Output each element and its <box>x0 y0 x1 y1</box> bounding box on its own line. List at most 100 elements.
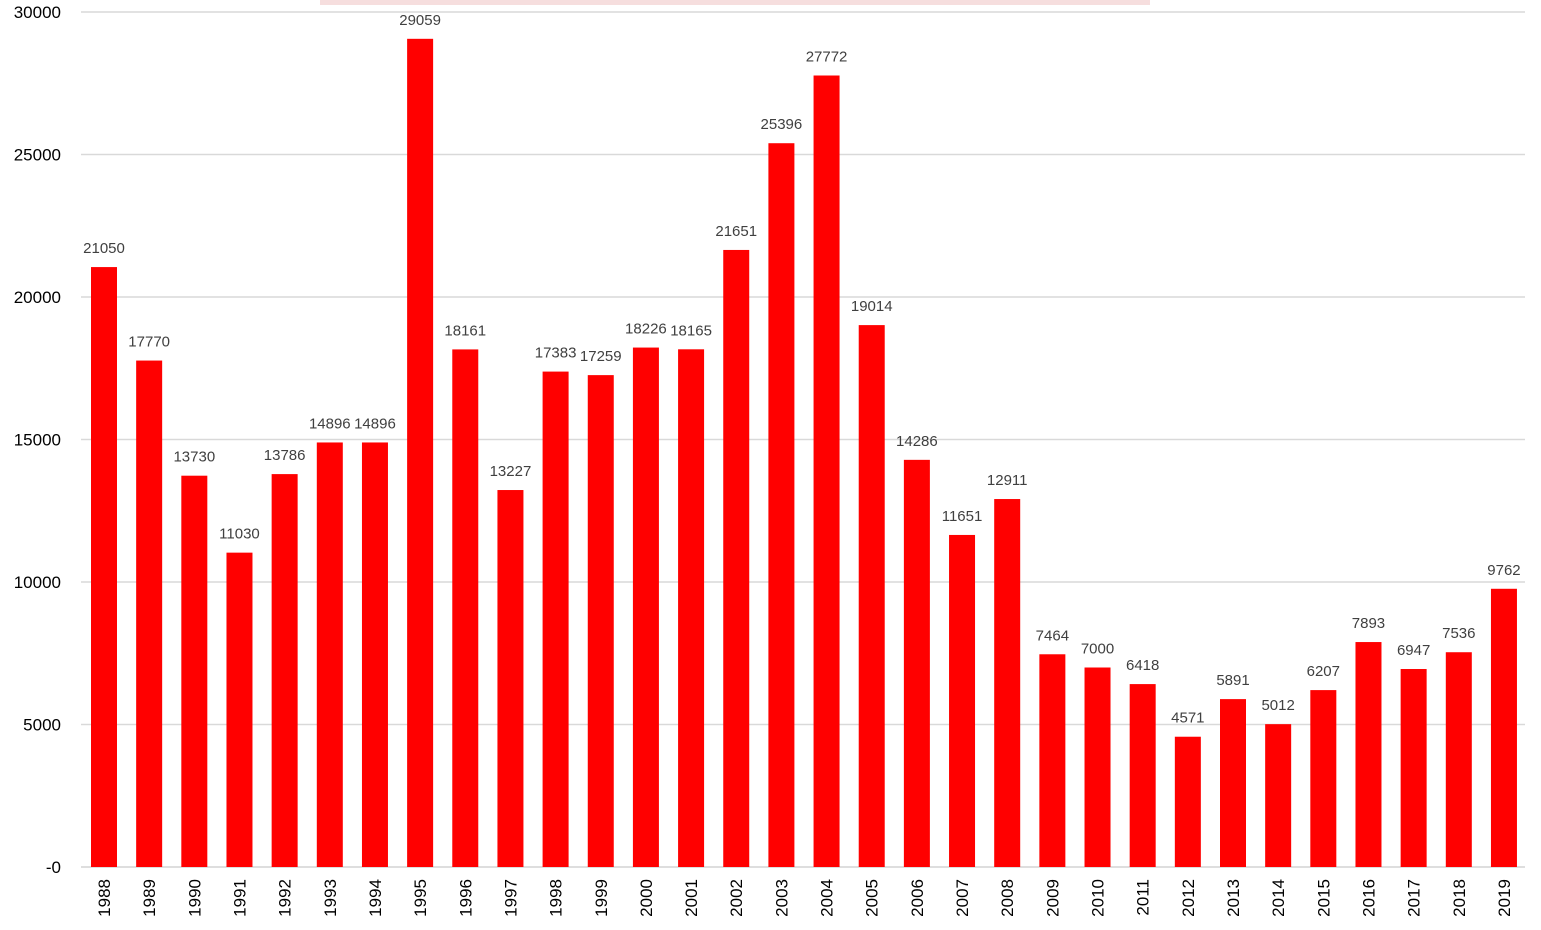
y-axis-ticks: -0 5000 10000 15000 20000 25000 30000 <box>14 3 61 877</box>
bar-2014 <box>1265 724 1292 867</box>
y-tick-label: 10000 <box>14 573 61 592</box>
x-tick-label: 2006 <box>908 879 927 917</box>
data-label: 6947 <box>1397 642 1430 659</box>
bar-1998 <box>542 371 569 867</box>
x-tick-label: 2000 <box>637 879 656 917</box>
x-tick-label: 2010 <box>1089 879 1108 917</box>
x-tick-label: 1999 <box>592 879 611 917</box>
x-tick-label: 2004 <box>818 879 837 917</box>
x-tick-label: 2016 <box>1359 879 1378 917</box>
data-label: 7893 <box>1352 615 1385 632</box>
bars <box>91 38 1517 868</box>
data-label: 11030 <box>219 526 260 543</box>
data-label: 17770 <box>128 334 170 351</box>
bar-1991 <box>226 552 253 867</box>
data-label: 9762 <box>1487 562 1520 579</box>
x-tick-label: 2008 <box>998 879 1017 917</box>
y-tick-label: 15000 <box>14 431 61 450</box>
y-tick-label: 20000 <box>14 288 61 307</box>
data-label: 6207 <box>1307 663 1340 680</box>
bar-2012 <box>1174 736 1201 867</box>
data-label: 5891 <box>1216 672 1249 689</box>
bar-1996 <box>452 349 479 867</box>
data-label: 12911 <box>987 472 1028 489</box>
x-tick-label: 1996 <box>456 879 475 917</box>
y-tick-label: 5000 <box>23 716 61 735</box>
bar-1993 <box>316 442 343 867</box>
data-label: 5012 <box>1261 697 1294 714</box>
x-tick-label: 1995 <box>411 879 430 917</box>
x-tick-label: 1988 <box>95 879 114 917</box>
bar-2018 <box>1445 652 1472 867</box>
bar-1989 <box>136 360 163 867</box>
data-label: 7464 <box>1036 627 1069 644</box>
data-label: 13227 <box>490 463 532 480</box>
x-tick-label: 2017 <box>1405 879 1424 917</box>
data-label: 7536 <box>1442 625 1475 642</box>
bar-2015 <box>1310 690 1337 867</box>
data-label: 14896 <box>354 415 396 432</box>
x-tick-label: 2005 <box>863 879 882 917</box>
x-tick-label: 1992 <box>276 879 295 917</box>
x-axis-ticks: 1988 1989 1990 1991 1992 1993 1994 1995 1996 1997… <box>95 879 1514 917</box>
x-tick-label: 1993 <box>321 879 340 917</box>
y-tick-label: 30000 <box>14 3 61 22</box>
data-label: 11651 <box>942 508 983 525</box>
data-label: 14286 <box>896 433 938 450</box>
x-tick-label: 2001 <box>682 879 701 917</box>
data-label: 17259 <box>580 348 622 365</box>
bar-2000 <box>632 347 659 868</box>
bar-2011 <box>1129 684 1156 867</box>
data-label: 7000 <box>1081 641 1114 658</box>
x-tick-label: 2015 <box>1314 879 1333 917</box>
bar-1992 <box>271 474 298 867</box>
data-label: 6418 <box>1126 657 1159 674</box>
y-tick-label: 25000 <box>14 146 61 165</box>
x-tick-label: 2014 <box>1269 879 1288 917</box>
bar-1999 <box>587 375 614 867</box>
data-label: 27772 <box>806 48 848 65</box>
data-label: 4571 <box>1171 710 1204 727</box>
bar-1997 <box>497 490 524 867</box>
x-tick-label: 1989 <box>140 879 159 917</box>
data-label: 18226 <box>625 321 667 338</box>
data-label: 18161 <box>444 322 486 339</box>
x-tick-label: 2013 <box>1224 879 1243 917</box>
data-label: 21050 <box>83 240 125 257</box>
bar-1995 <box>407 38 434 868</box>
x-tick-label: 1997 <box>501 879 520 917</box>
bar-2002 <box>723 249 750 867</box>
data-label: 13786 <box>264 447 306 464</box>
bar-2008 <box>994 499 1021 867</box>
bar-2004 <box>813 75 840 868</box>
x-tick-label: 2019 <box>1495 879 1514 917</box>
title-remnant <box>320 0 1150 5</box>
bar-2019 <box>1490 588 1517 867</box>
x-tick-label: 1998 <box>547 879 566 917</box>
bar-2009 <box>1039 654 1066 867</box>
bar-2013 <box>1220 699 1246 867</box>
bar-1990 <box>181 475 208 867</box>
x-tick-label: 2002 <box>727 879 746 917</box>
bar-2001 <box>678 349 705 867</box>
x-tick-label: 2012 <box>1179 879 1198 917</box>
bar-2005 <box>858 325 885 867</box>
data-label: 13730 <box>173 449 215 466</box>
bar-2006 <box>903 459 930 867</box>
bar-2017 <box>1400 669 1427 867</box>
data-label: 29059 <box>399 12 441 29</box>
x-tick-label: 2007 <box>953 879 972 917</box>
x-tick-label: 1990 <box>185 879 204 917</box>
data-label: 17383 <box>535 345 577 362</box>
data-label: 21651 <box>715 223 757 240</box>
x-tick-label: 1994 <box>366 879 385 917</box>
bar-2003 <box>768 143 795 868</box>
data-label: 19014 <box>851 298 893 315</box>
bar-2016 <box>1355 642 1382 867</box>
x-tick-label: 2009 <box>1043 879 1062 917</box>
x-tick-label: 2011 <box>1134 879 1153 916</box>
bar-2007 <box>949 534 976 867</box>
